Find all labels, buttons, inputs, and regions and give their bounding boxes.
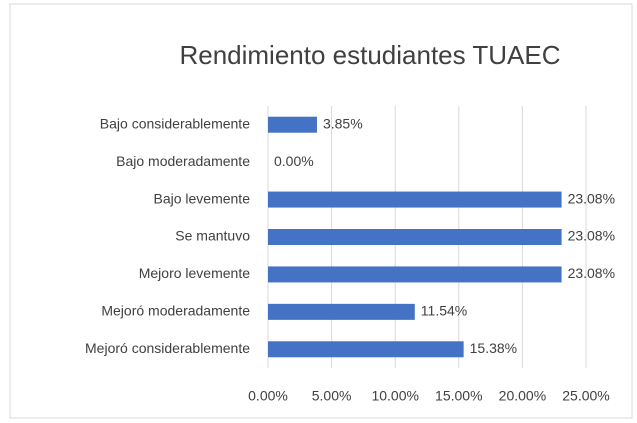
bar [268, 303, 415, 320]
value-label: 3.85% [323, 115, 363, 131]
x-tick-label: 20.00% [499, 388, 546, 404]
y-tick-label: Mejoró considerablemente [85, 340, 250, 356]
x-tick-label: 25.00% [562, 388, 609, 404]
bar [268, 341, 464, 358]
y-tick-label: Bajo moderadamente [116, 153, 250, 169]
value-label: 0.00% [274, 153, 314, 169]
y-tick-label: Bajo levemente [153, 190, 250, 206]
y-tick-label: Se mantuvo [175, 228, 250, 244]
value-label: 23.08% [568, 228, 615, 244]
x-tick-label: 5.00% [312, 388, 352, 404]
value-label: 15.38% [470, 340, 517, 356]
value-label: 23.08% [568, 265, 615, 281]
bar [268, 191, 562, 208]
x-tick-label: 10.00% [371, 388, 418, 404]
value-label: 11.54% [421, 303, 467, 319]
x-tick-label: 15.00% [435, 388, 482, 404]
bar [268, 116, 317, 133]
x-tick-label: 0.00% [248, 388, 288, 404]
bar [268, 266, 562, 283]
chart-title: Rendimiento estudiantes TUAEC [179, 40, 560, 70]
bar [268, 229, 562, 245]
y-tick-label: Mejoro levemente [139, 265, 250, 281]
y-tick-label: Bajo considerablemente [100, 115, 250, 131]
value-label: 23.08% [568, 190, 615, 206]
y-tick-label: Mejoró moderadamente [101, 303, 250, 319]
